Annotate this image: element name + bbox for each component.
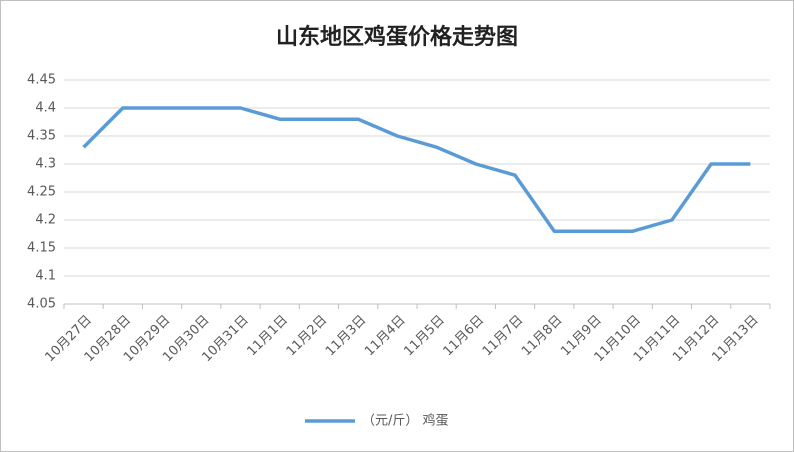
y-tick-label: 4.05 [27,297,56,312]
y-tick-label: 4.2 [35,213,56,228]
y-tick-label: 4.15 [27,241,56,256]
y-tick-label: 4.4 [35,101,56,116]
y-tick-label: 4.3 [35,157,56,172]
legend-label: （元/斤） 鸡蛋 [362,413,449,429]
y-tick-label: 4.25 [27,185,56,200]
y-tick-label: 4.1 [35,269,56,284]
line-series [82,106,751,233]
y-tick-label: 4.35 [27,129,56,144]
y-tick-label: 4.45 [27,73,56,88]
chart-title: 山东地区鸡蛋价格走势图 [276,24,518,50]
